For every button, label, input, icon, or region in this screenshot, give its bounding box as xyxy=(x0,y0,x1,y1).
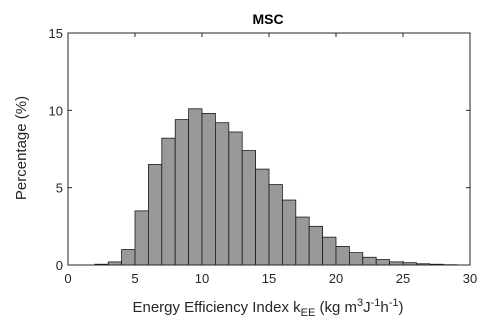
histogram-bar-18 xyxy=(335,246,350,266)
x-axis-label-exp-2: -1 xyxy=(371,297,381,309)
histogram-bar-14 xyxy=(281,199,297,266)
histogram-bar-13 xyxy=(268,184,283,266)
y-tick-label-3: 15 xyxy=(49,26,63,41)
x-tick-label-2: 10 xyxy=(195,271,209,286)
x-tick-label-1: 5 xyxy=(131,271,138,286)
x-axis-label-exp-1: 3 xyxy=(357,297,363,309)
x-tick-label-3: 15 xyxy=(262,271,276,286)
histogram-bar-11 xyxy=(241,150,256,266)
histogram-bar-17 xyxy=(322,236,337,266)
histogram-bar-10 xyxy=(228,131,243,266)
histogram-bar-19 xyxy=(348,252,364,266)
x-axis-label-main: Energy Efficiency Index k xyxy=(132,299,301,316)
histogram-bar-2 xyxy=(121,249,136,266)
histogram-bar-4 xyxy=(147,164,163,266)
x-tick-label-0: 0 xyxy=(64,271,71,286)
histogram-bar-8 xyxy=(201,113,216,266)
histogram-bar-20 xyxy=(362,256,377,266)
x-axis-label-units-h: h xyxy=(380,299,388,316)
x-tick-label-6: 30 xyxy=(463,271,477,286)
x-tick-label-5: 25 xyxy=(396,271,410,286)
histogram-bar-12 xyxy=(255,168,270,266)
x-axis-label-units-open: (kg m xyxy=(315,299,357,316)
y-axis-ticks: 0 5 10 15 xyxy=(49,26,470,273)
y-tick-label-2: 10 xyxy=(49,103,63,118)
histogram-bar-7 xyxy=(188,108,203,266)
histogram-bar-21 xyxy=(375,259,391,266)
x-axis-label-units-close: ) xyxy=(399,299,404,316)
x-axis-label-exp-3: -1 xyxy=(389,297,399,309)
histogram-bar-6 xyxy=(174,119,189,266)
y-tick-label-0: 0 xyxy=(56,258,63,273)
chart-title: MSC xyxy=(252,11,283,27)
x-axis-label: Energy Efficiency Index kEE (kg m3J-1h-1… xyxy=(132,297,403,319)
histogram-bar-5 xyxy=(161,137,176,266)
histogram-bar-16 xyxy=(308,225,324,266)
plot-frame xyxy=(67,32,471,266)
y-axis-label: Percentage (%) xyxy=(13,96,30,200)
histogram-bar-3 xyxy=(134,210,149,266)
x-axis-label-subscript: EE xyxy=(301,307,316,319)
histogram-bar-9 xyxy=(214,122,230,266)
histogram-bar-15 xyxy=(295,216,310,266)
x-tick-label-4: 20 xyxy=(329,271,343,286)
histogram-bars xyxy=(94,108,458,266)
x-axis-label-units-mid: J xyxy=(363,299,371,316)
y-tick-label-1: 5 xyxy=(56,181,63,196)
